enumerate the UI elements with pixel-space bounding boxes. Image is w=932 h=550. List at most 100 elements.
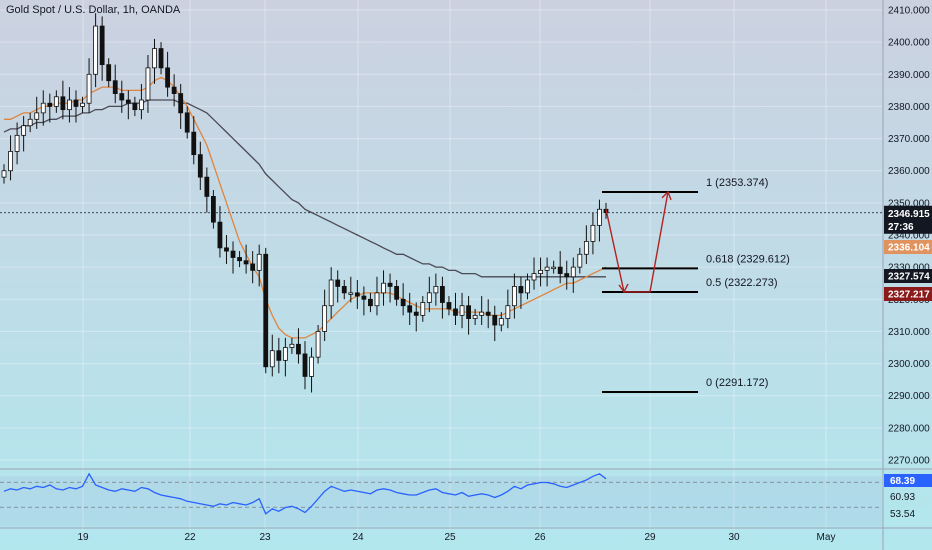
candle-body: [374, 292, 380, 307]
candle-body: [387, 282, 393, 287]
candle-body: [165, 67, 170, 88]
fib-level-label: 0 (2291.172): [706, 377, 768, 389]
candle-body: [420, 302, 426, 316]
rsi-band: [0, 476, 882, 527]
candle-body: [394, 286, 400, 300]
candle-body: [217, 221, 223, 249]
candle-body: [106, 64, 112, 82]
candle-body: [250, 263, 256, 271]
candle-body: [446, 302, 452, 310]
candle-body: [531, 273, 537, 281]
candle-body: [230, 250, 236, 258]
price-badge: [884, 240, 932, 254]
y-tick-label: 2380.000: [888, 102, 930, 113]
forecast-path: [605, 191, 669, 293]
candle-body: [47, 102, 53, 107]
candle-body: [184, 112, 190, 133]
arrowhead-up: [661, 190, 672, 201]
candle-body: [440, 286, 445, 303]
candle-body: [551, 266, 557, 270]
candle-body: [335, 279, 341, 287]
candle-body: [472, 314, 478, 319]
price-badge-text: 2327.574: [888, 272, 930, 283]
candle-body: [204, 176, 210, 197]
y-tick-label: 2310.000: [888, 327, 930, 338]
candle-body: [505, 305, 511, 319]
candle-body: [400, 298, 406, 307]
candle-body: [132, 102, 138, 111]
candle-body: [289, 343, 295, 348]
candle-body: [485, 311, 491, 316]
candle-body: [178, 93, 184, 114]
candle-body: [53, 96, 59, 107]
y-tick-label: 2360.000: [888, 166, 930, 177]
candle-body: [86, 73, 92, 104]
candle-body: [145, 67, 151, 101]
rsi-value-text: 68.39: [890, 476, 915, 487]
x-tick-label: 24: [352, 532, 364, 543]
fib-level-label: 1 (2353.374): [706, 177, 768, 189]
rsi-level-label: 60.93: [890, 492, 915, 503]
price-badge-text: 2336.104: [888, 243, 930, 254]
candle-body: [538, 269, 543, 274]
candle-body: [224, 247, 229, 252]
candles: [1, 13, 609, 393]
candle-body: [341, 286, 347, 294]
countdown-text: 27:36: [888, 222, 914, 233]
candle-body: [354, 292, 360, 297]
candle-body: [34, 112, 40, 120]
candle-body: [577, 253, 583, 268]
candle-body: [67, 99, 72, 111]
candle-body: [8, 151, 13, 172]
candle-body: [27, 118, 33, 127]
candle-body: [282, 347, 288, 361]
candle-body: [309, 356, 314, 377]
candle-body: [315, 331, 321, 358]
candle-body: [276, 350, 282, 361]
x-tick-label: 30: [728, 532, 740, 543]
candle-body: [498, 318, 504, 326]
candle-body: [479, 311, 485, 316]
x-tick-label: 19: [77, 532, 89, 543]
arrowhead-down: [618, 283, 629, 294]
x-tick-label: May: [817, 532, 836, 543]
y-tick-label: 2340.000: [888, 231, 930, 242]
candle-body: [426, 292, 432, 303]
candle-body: [459, 305, 465, 316]
candle-body: [433, 286, 439, 294]
candle-body: [158, 48, 164, 69]
candle-body: [171, 86, 177, 94]
y-tick-label: 2270.000: [888, 456, 930, 467]
x-tick-label: 23: [259, 532, 271, 543]
candle-body: [60, 96, 66, 111]
y-tick-label: 2410.000: [888, 6, 930, 17]
rsi-line: [3, 472, 607, 515]
candle-body: [570, 266, 576, 278]
candle-body: [466, 305, 471, 319]
candle-body: [93, 25, 99, 75]
time-axis[interactable]: 19 22 23 24 25 26 29 30 May: [77, 532, 835, 543]
candle-body: [557, 266, 563, 274]
candle-body: [263, 253, 269, 368]
current-price-text: 2346.915: [888, 209, 930, 220]
y-tick-label: 2400.000: [888, 38, 930, 49]
candle-body: [125, 99, 131, 104]
fib-retracement[interactable]: 1 (2353.374) 0.618 (2329.612) 0.5 (2322.27…: [602, 177, 790, 393]
y-tick-label: 2300.000: [888, 359, 930, 370]
candle-body: [243, 260, 249, 265]
candle-body: [40, 102, 46, 114]
price-axis[interactable]: 2410.000 2400.000 2390.000 2380.000 2370.000…: [884, 6, 932, 521]
fib-level-label: 0.618 (2329.612): [706, 253, 790, 265]
candle-body: [269, 350, 275, 368]
candle-body: [1, 170, 7, 178]
y-tick-label: 2350.000: [888, 198, 930, 209]
candle-body: [197, 154, 203, 178]
candle-body: [328, 279, 334, 307]
candle-body: [14, 134, 20, 152]
candle-body: [348, 292, 354, 295]
rsi-value-badge: [884, 474, 932, 487]
candle-body: [381, 282, 386, 294]
candle-body: [191, 131, 197, 156]
forecast-arrows[interactable]: [605, 190, 672, 294]
